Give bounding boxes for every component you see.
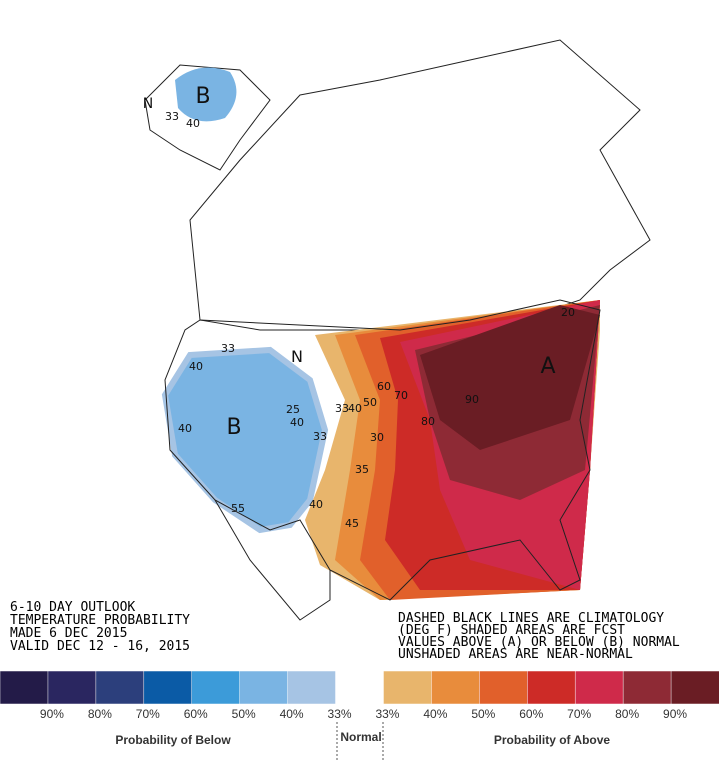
map-label: 35	[355, 463, 369, 476]
canada-outline	[189, 39, 651, 331]
legend-swatch	[479, 670, 529, 705]
legend-swatch	[383, 670, 433, 705]
legend: 90% 80% 70% 60% 50% 40% 33% 33% 40% 50% 60% 70% 80% 9…	[0, 670, 719, 721]
legend-label: 70%	[136, 707, 160, 721]
note-line: UNSHADED AREAS ARE NEAR-NORMAL	[398, 647, 633, 662]
note-line: VALUES ABOVE (A) OR BELOW (B) NORMAL	[398, 635, 680, 650]
map-label: 70	[394, 389, 408, 402]
map-label: N	[143, 96, 153, 112]
legend-label: 80%	[615, 707, 639, 721]
map-label: 33	[221, 342, 235, 355]
note-line: (DEG F) SHADED AREAS ARE FCST	[398, 623, 625, 638]
map-label: 40	[189, 360, 203, 373]
map-label: 40	[348, 402, 362, 415]
map-label: 80	[421, 415, 435, 428]
map-label: 25	[286, 403, 300, 416]
legend-swatch	[574, 670, 624, 705]
below-alaska	[175, 67, 237, 122]
map-label: 40	[309, 498, 323, 511]
note-line: DASHED BLACK LINES ARE CLIMATOLOGY	[398, 611, 664, 626]
map-label: 90	[465, 393, 479, 406]
legend-swatch	[431, 670, 481, 705]
mexico-outline	[214, 499, 331, 621]
map-label: 33	[313, 430, 327, 443]
map-label: 45	[345, 517, 359, 530]
map-label: 33	[165, 110, 179, 123]
alaska-outline	[144, 64, 271, 171]
map-label: 40	[290, 416, 304, 429]
map-label: A	[540, 354, 555, 379]
us-outline	[164, 299, 601, 601]
legend-swatch	[622, 670, 672, 705]
map-label: 30	[370, 431, 384, 444]
normal-caption: Normal	[340, 730, 381, 744]
legend-label: 40%	[423, 707, 447, 721]
legend-swatch	[191, 670, 241, 705]
legend-swatch	[47, 670, 97, 705]
legend-label: 50%	[232, 707, 256, 721]
map-label: 20	[561, 306, 575, 319]
legend-label: 60%	[184, 707, 208, 721]
legend-label: 33%	[328, 707, 352, 721]
legend-label: 60%	[519, 707, 543, 721]
legend-swatch	[143, 670, 193, 705]
header-line: TEMPERATURE PROBABILITY	[10, 613, 190, 628]
legend-swatch	[0, 670, 49, 705]
above-90-core	[420, 305, 600, 450]
map	[144, 39, 651, 621]
map-label: B	[226, 415, 241, 440]
legend-swatch	[95, 670, 145, 705]
header-line: MADE 6 DEC 2015	[10, 626, 127, 641]
legend-label: 40%	[280, 707, 304, 721]
legend-label: 33%	[375, 707, 399, 721]
legend-swatch	[239, 670, 289, 705]
legend-label: 90%	[663, 707, 687, 721]
map-label: B	[195, 84, 210, 109]
map-label: 55	[231, 502, 245, 515]
map-label: 50	[363, 396, 377, 409]
map-label: 40	[178, 422, 192, 435]
below-caption: Probability of Below	[115, 733, 231, 747]
above-caption: Probability of Above	[494, 733, 611, 747]
header-line: VALID DEC 12 - 16, 2015	[10, 639, 190, 654]
legend-swatch	[527, 670, 576, 705]
legend-label: 80%	[88, 707, 112, 721]
map-label: N	[291, 347, 303, 366]
map-label: 40	[186, 117, 200, 130]
map-label: 60	[377, 380, 391, 393]
below-west	[161, 346, 329, 534]
map-label: 33	[335, 402, 349, 415]
legend-label: 50%	[471, 707, 495, 721]
legend-label: 70%	[567, 707, 591, 721]
header-line: 6-10 DAY OUTLOOK	[10, 600, 135, 615]
legend-label: 90%	[40, 707, 64, 721]
legend-swatch	[335, 670, 385, 705]
legend-swatch	[287, 670, 337, 705]
legend-swatch	[670, 670, 719, 705]
